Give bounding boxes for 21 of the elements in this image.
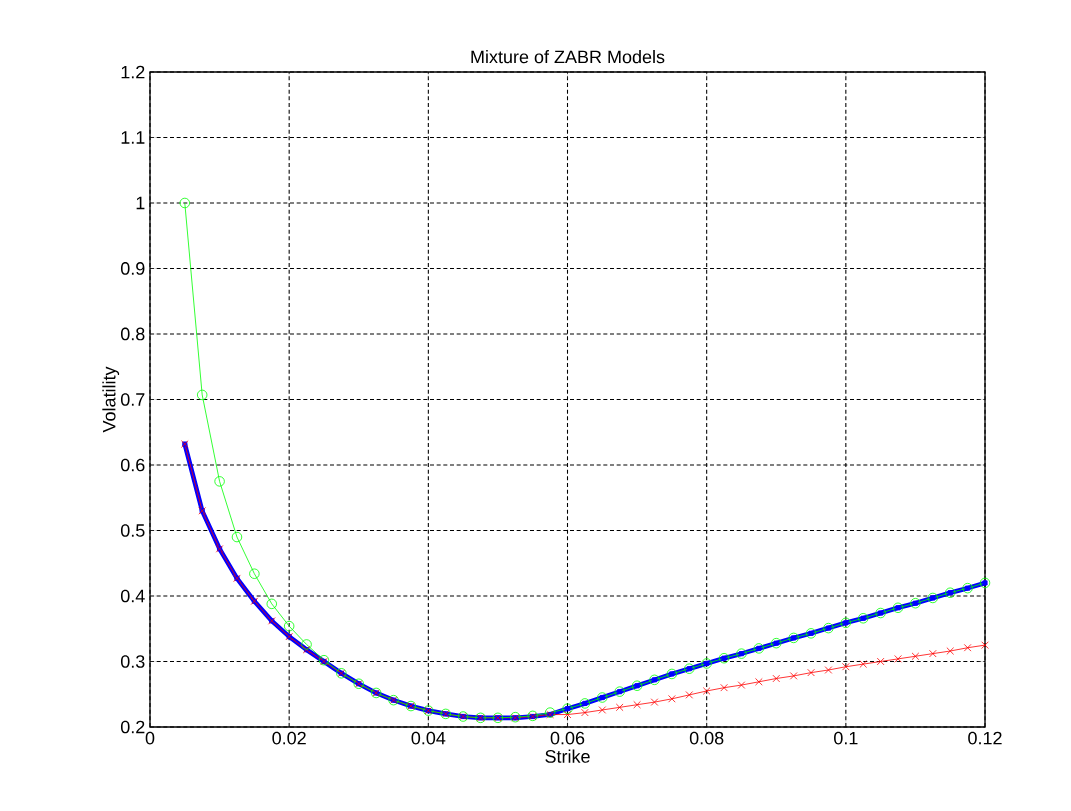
y-tick-label: 0.9	[120, 262, 145, 275]
y-tick-label: 0.5	[120, 524, 145, 537]
y-tick-label: 0.7	[120, 393, 145, 406]
x-tick-label: 0.1	[834, 731, 858, 745]
x-tick-label: 0.04	[411, 731, 446, 745]
y-tick-label: 0.6	[120, 458, 145, 472]
y-tick-label: 0.4	[120, 589, 145, 603]
x-axis-title: Strike	[545, 749, 590, 763]
x-tick-label: 0.12	[968, 731, 1002, 745]
y-tick-label: 1	[136, 196, 145, 210]
x-tick-label: 0	[145, 731, 155, 745]
y-tick-label: 1.2	[121, 65, 145, 79]
y-axis-title: Volatility	[102, 366, 120, 433]
chart-title: Mixture of ZABR Models	[471, 50, 665, 64]
y-tick-label: 1.1	[121, 131, 145, 144]
y-tick-label: 0.2	[120, 720, 145, 734]
y-tick-label: 0.3	[120, 655, 145, 668]
x-tick-label: 0.08	[689, 731, 724, 745]
x-tick-label: 0.02	[272, 731, 306, 745]
y-tick-label: 0.8	[120, 327, 145, 341]
x-tick-label: 0.06	[550, 731, 585, 745]
